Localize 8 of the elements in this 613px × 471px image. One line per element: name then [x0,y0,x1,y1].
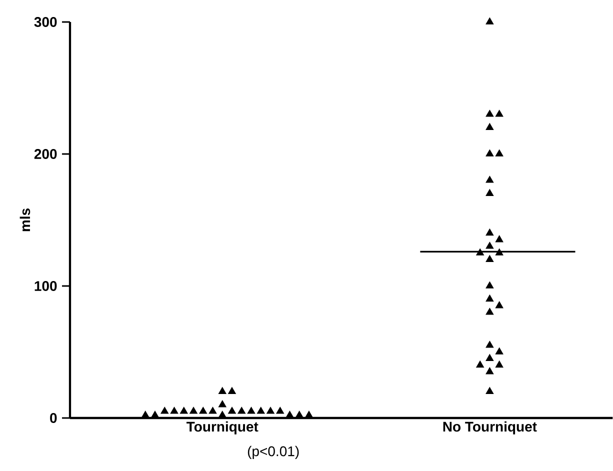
x-tick-label: Tourniquet [186,421,258,434]
text: (p<0.01) [248,446,299,459]
y-tick-label: 300 [34,17,57,27]
x-tick-label: No Tourniquet [443,421,537,434]
y-axis-title: mls [20,208,30,232]
y-tick-label: 200 [34,149,57,159]
y-tick-label: 0 [50,413,57,423]
y-tick-label: 100 [34,281,57,291]
